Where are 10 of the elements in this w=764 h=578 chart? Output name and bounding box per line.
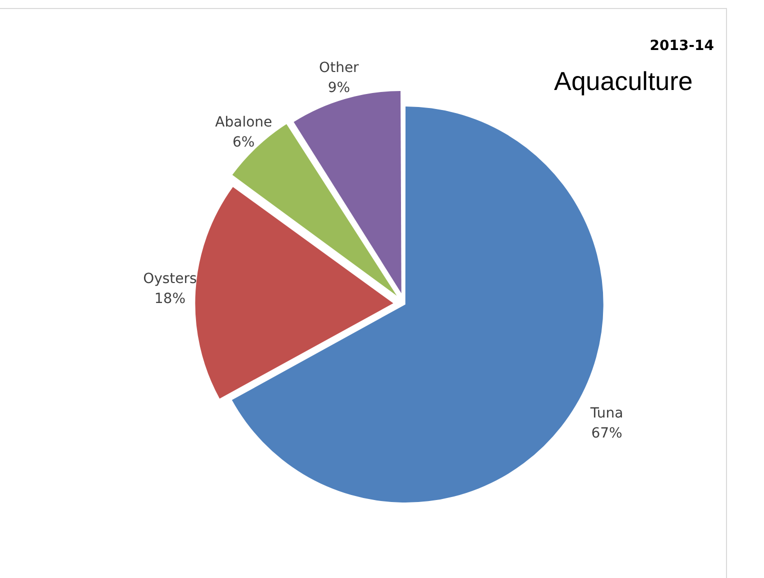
slice-label: Other [319,60,360,76]
data-label: 6% [232,134,255,150]
data-label: 9% [328,80,350,96]
data-label: 18% [154,290,186,307]
slice-label: Oysters [143,270,197,287]
text: 2013-14 [650,38,714,54]
data-label: 67% [591,425,622,442]
chart-subtitle: Aquaculture [554,66,693,97]
slice-label: Abalone [215,114,272,130]
slice-label: Tuna [589,405,624,422]
